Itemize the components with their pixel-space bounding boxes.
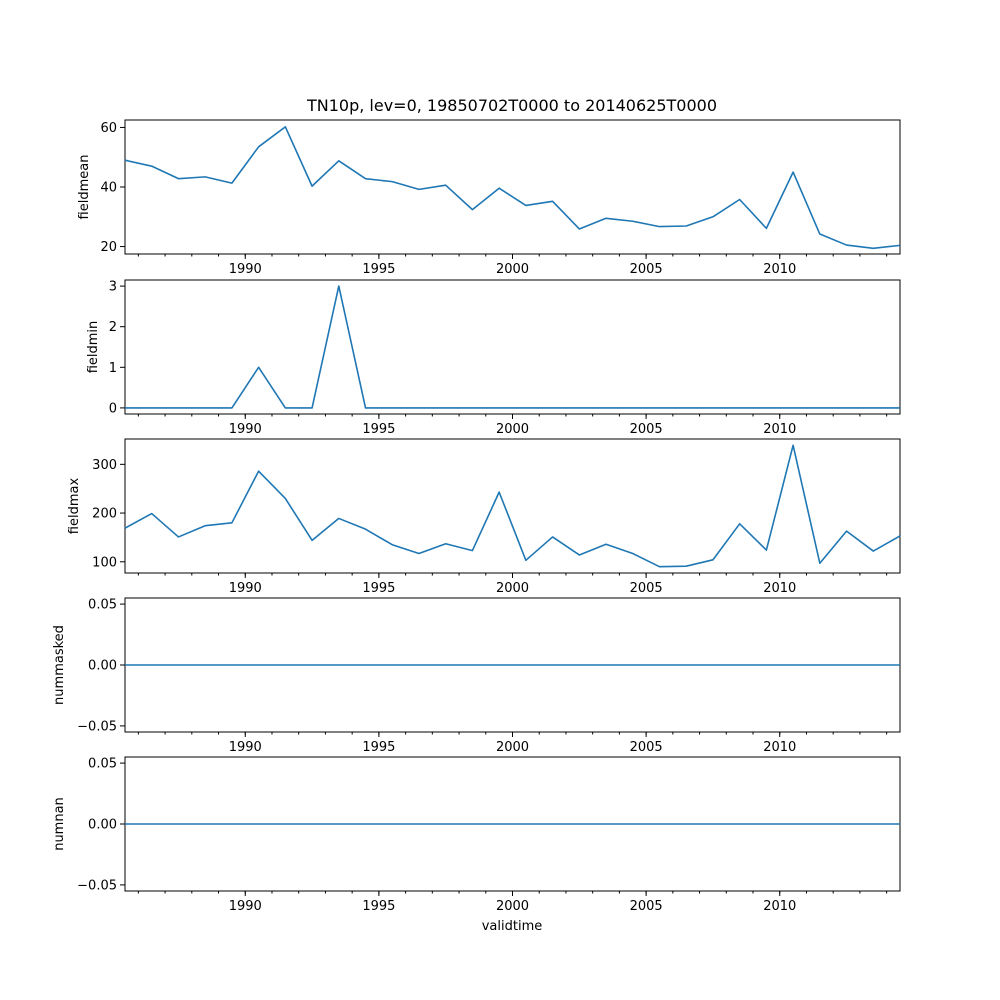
y-tick-label: 0.05: [88, 598, 117, 613]
x-tick-label: 2000: [496, 740, 529, 755]
y-tick-label: −0.05: [77, 719, 117, 734]
fieldmin-axis-label: fieldmin: [86, 321, 101, 374]
x-tick-label: 2010: [763, 262, 796, 277]
y-tick-label: 2: [109, 320, 117, 335]
x-tick-label: 2000: [496, 581, 529, 596]
x-tick-label: 1990: [229, 581, 262, 596]
x-tick-label: 2010: [763, 740, 796, 755]
panel-fieldmax: 1990 1995 2000 2005 2010 100 200 300 fieldmax: [67, 438, 901, 596]
x-tick-label: 2005: [630, 422, 663, 437]
panel-numnan: 1990 1995 2000 2005 2010 −0.05 0.00 0.05 numnan: [52, 756, 901, 914]
x-tick-label: 1995: [362, 422, 395, 437]
x-tick-label: 2005: [630, 899, 663, 914]
chart-title: TN10p, lev=0, 19850702T0000 to 20140625T…: [306, 96, 717, 115]
y-tick-label: 3: [109, 280, 117, 295]
fieldmean-series-line: [124, 126, 901, 250]
y-tick-label: 100: [92, 555, 117, 570]
panel-nummasked: 1990 1995 2000 2005 2010 −0.05 0.00 0.05 nummask…: [52, 597, 901, 755]
x-tick-label: 2010: [763, 581, 796, 596]
x-tick-label: 2005: [630, 740, 663, 755]
x-tick-label: 1990: [229, 899, 262, 914]
x-tick-label: 2000: [496, 899, 529, 914]
y-tick-label: 0.00: [88, 659, 117, 674]
y-tick-label: 20: [100, 240, 117, 255]
x-tick-label: 1990: [229, 422, 262, 437]
y-tick-label: 300: [92, 458, 117, 473]
x-tick-label: 2010: [763, 899, 796, 914]
y-tick-label: 1: [109, 361, 117, 376]
nummasked-axis-label: nummasked: [52, 625, 67, 705]
y-tick-label: −0.05: [77, 878, 117, 893]
numnan-axis-label: numnan: [52, 797, 67, 851]
y-tick-label: 0.05: [88, 757, 117, 772]
x-tick-label: 1995: [362, 740, 395, 755]
panel-fieldmin: 1990 1995 2000 2005 2010 0 1 2 3 fieldmin: [86, 279, 901, 437]
y-tick-label: 200: [92, 507, 117, 522]
x-tick-label: 1990: [229, 740, 262, 755]
x-tick-label: 1995: [362, 899, 395, 914]
y-tick-label: 60: [100, 121, 117, 136]
panel-fieldmean: 1990 1995 2000 2005 2010 20 40 60 fieldmean: [77, 119, 901, 277]
fieldmean-axis-label: fieldmean: [77, 155, 92, 220]
fieldmax-series-line: [124, 444, 901, 568]
x-tick-label: 2010: [763, 422, 796, 437]
fieldmin-series-line: [125, 285, 900, 409]
x-tick-label: 2000: [496, 262, 529, 277]
x-tick-label: 1995: [362, 262, 395, 277]
x-tick-label: 2000: [496, 422, 529, 437]
x-tick-label: 2005: [630, 581, 663, 596]
y-tick-label: 0.00: [88, 818, 117, 833]
x-tick-label: 2005: [630, 262, 663, 277]
x-tick-label: 1990: [229, 262, 262, 277]
y-tick-label: 40: [100, 181, 117, 196]
y-tick-label: 0: [109, 401, 117, 416]
fieldmax-axis-label: fieldmax: [67, 478, 82, 535]
x-tick-label: 1995: [362, 581, 395, 596]
x-axis-label: validtime: [482, 919, 543, 934]
